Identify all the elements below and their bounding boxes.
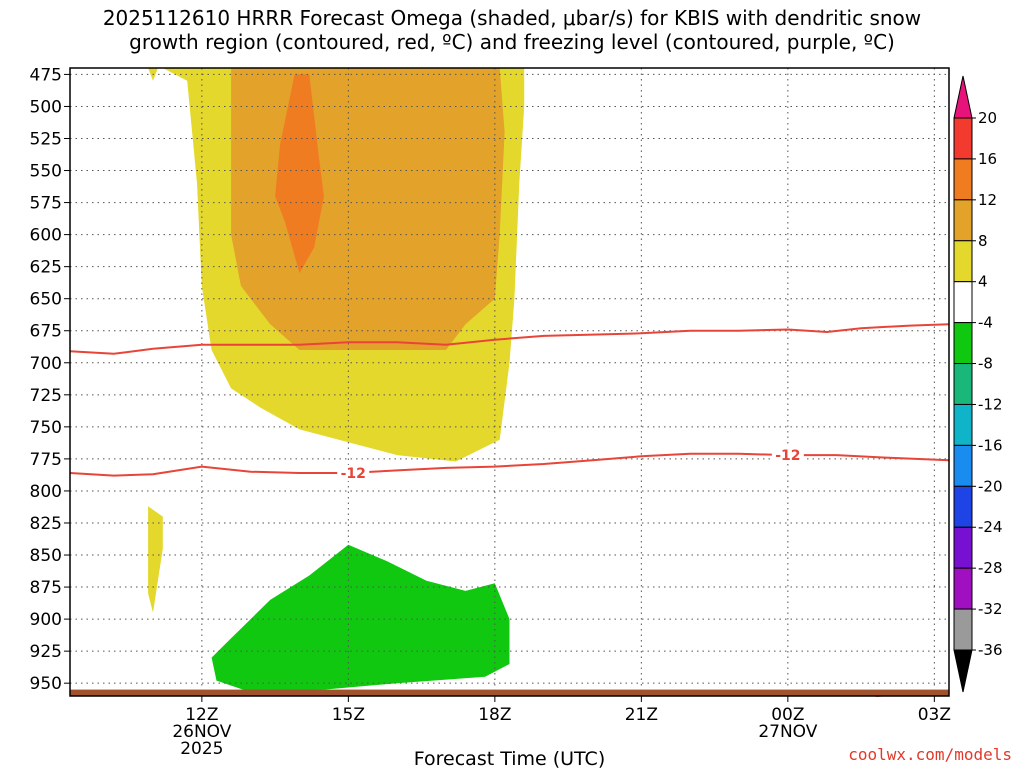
colorbar-label-1: 20 [978, 109, 997, 127]
x-tick-label-00Z: 00Z [771, 705, 804, 725]
colorbar-label-10: -20 [978, 477, 1003, 495]
colorbar-label-8: -12 [978, 395, 1003, 413]
colorbar-label-14: -36 [978, 641, 1003, 659]
x-tick-date-12Z: 26NOV [172, 722, 231, 742]
chart-title-line1: 2025112610 HRRR Forecast Omega (shaded, … [102, 6, 922, 30]
y-axis: 475 500 525 550 575 600 625 650 675 700 725 750 775 8… [30, 65, 70, 694]
y-tick-label-600: 600 [30, 226, 62, 246]
colorbar-box-9 [953, 444, 973, 487]
grid-lines [70, 68, 949, 696]
y-tick-label-675: 675 [30, 322, 62, 342]
x-tick-date-00Z: 27NOV [758, 722, 817, 742]
contour-label-bg-2 [771, 447, 804, 464]
chart-title-line2: growth region (contoured, red, ºC) and f… [129, 30, 895, 54]
y-tick-label-800: 800 [30, 482, 62, 502]
y-tick-label-875: 875 [30, 578, 62, 598]
x-tick-year-12Z: 2025 [180, 739, 223, 759]
colorbar-box-4 [953, 240, 973, 283]
y-tick-label-925: 925 [30, 642, 62, 662]
y-tick-label-775: 775 [30, 450, 62, 470]
x-tick-label-21Z: 21Z [625, 705, 658, 725]
contour-label-1: -12 [341, 466, 366, 482]
colorbar-box-10 [953, 485, 973, 528]
omega-shading [148, 68, 525, 693]
colorbar-box-6 [953, 322, 973, 365]
colorbar-box-13 [953, 608, 973, 651]
colorbar-box-7 [953, 363, 973, 405]
omega-region-8-to-12 [231, 68, 505, 350]
chart-title: 2025112610 HRRR Forecast Omega (shaded, … [0, 6, 1024, 54]
colorbar-box-2 [953, 158, 973, 201]
colorbar: 20 16 12 8 4 -4 -8 -12 -16 -20 -24 -28 -32 -36 [953, 75, 1003, 693]
x-axis-label: Forecast Time (UTC) [414, 748, 605, 768]
y-tick-label-650: 650 [30, 290, 62, 310]
plot-frame [69, 67, 950, 697]
contour-line-1 [69, 323, 950, 355]
x-tick-label-15Z: 15Z [332, 705, 365, 725]
y-tick-label-525: 525 [30, 129, 62, 149]
y-tick-label-900: 900 [30, 610, 62, 630]
colorbar-label-9: -16 [978, 436, 1003, 454]
colorbar-box-3 [953, 199, 973, 242]
y-tick-label-850: 850 [30, 546, 62, 566]
colorbar-bottom-arrow [953, 649, 973, 693]
y-tick-label-625: 625 [30, 258, 62, 278]
colorbar-box-11 [953, 526, 973, 569]
omega-region-minus4-to-minus8 [211, 544, 510, 693]
y-tick-label-700: 700 [30, 354, 62, 374]
colorbar-label-13: -32 [978, 600, 1003, 618]
colorbar-box-5 [953, 281, 973, 324]
y-tick-label-950: 950 [30, 674, 62, 694]
colorbar-box-8 [953, 403, 973, 446]
ground-bar [70, 689, 949, 696]
y-tick-label-500: 500 [30, 97, 62, 117]
colorbar-label-11: -24 [978, 518, 1003, 536]
colorbar-top-arrow [953, 75, 973, 119]
contour-label-2: -12 [775, 448, 800, 464]
y-tick-label-575: 575 [30, 194, 62, 214]
colorbar-label-2: 16 [978, 150, 997, 168]
colorbar-label-6: -4 [978, 314, 993, 332]
y-tick-label-750: 750 [30, 418, 62, 438]
colorbar-label-3: 12 [978, 191, 997, 209]
x-tick-label-12Z: 12Z [185, 705, 218, 725]
colorbar-label-12: -28 [978, 559, 1003, 577]
omega-region-4-to-8-low [148, 506, 163, 613]
x-tick-label-03Z: 03Z [918, 705, 951, 725]
contour-label-bg-1 [337, 464, 370, 481]
colorbar-box-12 [953, 567, 973, 610]
y-tick-label-825: 825 [30, 514, 62, 534]
colorbar-label-5: 4 [978, 273, 988, 291]
x-tick-label-18Z: 18Z [478, 705, 511, 725]
temperature-contours: -12 -12 [69, 323, 950, 697]
y-tick-label-725: 725 [30, 386, 62, 406]
colorbar-label-4: 8 [978, 232, 988, 250]
colorbar-box-1 [953, 117, 973, 160]
y-tick-label-475: 475 [30, 65, 62, 85]
colorbar-label-7: -8 [978, 355, 993, 373]
y-tick-label-550: 550 [30, 162, 62, 182]
ground-layer [70, 689, 949, 696]
credit-text: coolwx.com/models [848, 745, 1012, 764]
omega-region-12-to-16 [275, 74, 324, 274]
